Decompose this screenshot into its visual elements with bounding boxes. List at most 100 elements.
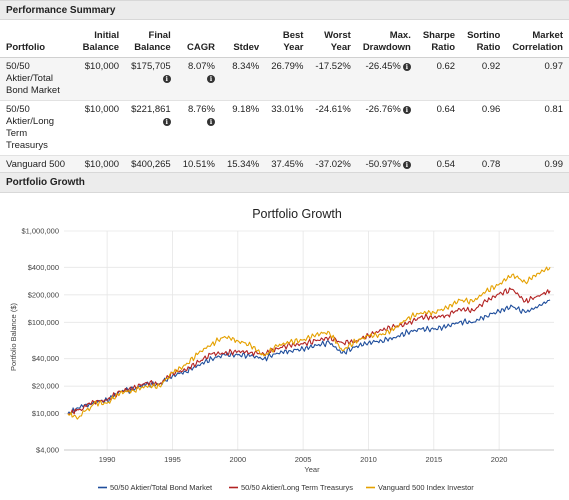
legend-label: 50/50 Aktier/Long Term Treasurys xyxy=(241,483,353,492)
column-header-final[interactable]: Final Balance xyxy=(125,28,177,58)
x-tick-label: 2000 xyxy=(229,455,246,464)
column-header-worst[interactable]: Worst Year xyxy=(309,28,357,58)
cell-value: 0.64 xyxy=(436,104,456,115)
cell-best: 26.79% xyxy=(265,57,310,101)
cell-final: $221,861 i xyxy=(125,100,177,156)
cell-value: 9.18% xyxy=(232,104,260,115)
column-header-portfolio[interactable]: Portfolio xyxy=(0,28,77,58)
cell-initial: $10,000 xyxy=(76,57,126,101)
cell-maxdd: -26.45% i xyxy=(356,57,417,101)
y-tick-label: $200,000 xyxy=(28,290,59,299)
y-tick-label: $40,000 xyxy=(32,354,59,363)
column-header-label: Drawdown xyxy=(362,42,411,53)
cell-value: $10,000 xyxy=(84,61,120,72)
legend-item[interactable]: Vanguard 500 Index Investor xyxy=(366,483,474,492)
info-circle-icon[interactable]: i xyxy=(162,75,171,83)
legend-label: Vanguard 500 Index Investor xyxy=(378,483,474,492)
column-header-sortino[interactable]: Sortino Ratio xyxy=(461,28,507,58)
column-header-label: Market xyxy=(532,30,563,41)
performance-summary-table: Portfolio Initial Balance Final Balance CAGR S… xyxy=(0,28,569,187)
cell-value: 0.99 xyxy=(544,159,564,170)
cell-value: $400,265 xyxy=(131,159,171,170)
table-row: 50/50 Aktier/Long Term Treasurys $10,000 $… xyxy=(0,100,569,156)
cell-value: -24.61% xyxy=(315,104,351,115)
cell-final: $175,705 i xyxy=(125,57,177,101)
column-header-label: Best xyxy=(282,30,304,41)
column-header-best[interactable]: Best Year xyxy=(265,28,310,58)
performance-summary-header: Performance Summary xyxy=(0,0,569,20)
column-header-stdev[interactable]: Stdev xyxy=(220,28,266,58)
column-header-label: Sortino xyxy=(467,30,501,41)
cell-value: -26.45% xyxy=(365,61,401,72)
column-header-corr[interactable]: Market Correlation xyxy=(506,28,569,58)
table-row: 50/50 Aktier/Total Bond Market $10,000 $17… xyxy=(0,57,569,101)
column-header-cagr[interactable]: CAGR xyxy=(176,28,221,58)
y-tick-label: $1,000,000 xyxy=(21,227,59,236)
cell-value: 0.81 xyxy=(544,104,564,115)
portfolio-growth-header: Portfolio Growth xyxy=(0,172,569,193)
cell-value: 8.34% xyxy=(232,61,260,72)
cell-cagr: 8.07% i xyxy=(176,57,221,101)
column-header-label: Ratio xyxy=(431,42,456,53)
cell-worst: -24.61% xyxy=(309,100,357,156)
x-tick-label: 2010 xyxy=(360,455,377,464)
x-axis-label: Year xyxy=(304,465,320,474)
cell-value: -37.02% xyxy=(315,159,351,170)
y-tick-label: $20,000 xyxy=(32,382,59,391)
cell-value: -26.76% xyxy=(365,104,401,115)
column-header-label: Portfolio xyxy=(6,42,46,53)
x-tick-label: 2015 xyxy=(425,455,442,464)
cell-value: 0.97 xyxy=(544,61,564,72)
y-tick-label: $10,000 xyxy=(32,409,59,418)
legend-item[interactable]: 50/50 Aktier/Long Term Treasurys xyxy=(229,483,353,492)
column-header-label: Max. xyxy=(389,30,411,41)
cell-value: $221,861 xyxy=(131,104,171,115)
cell-value: 33.01% xyxy=(271,104,304,115)
cell-value: -50.97% xyxy=(365,159,401,170)
cell-value: -17.52% xyxy=(315,61,351,72)
legend-label: 50/50 Aktier/Total Bond Market xyxy=(110,483,213,492)
cell-portfolio: 50/50 Aktier/Total Bond Market xyxy=(0,57,77,101)
cell-value: 0.78 xyxy=(481,159,501,170)
cell-value: 8.76% xyxy=(188,104,215,115)
x-tick-label: 1990 xyxy=(99,455,116,464)
portfolio-growth-panel-title: Portfolio Growth xyxy=(6,177,85,188)
cell-stdev: 9.18% xyxy=(220,100,266,156)
cell-value: 0.96 xyxy=(481,104,501,115)
cell-value: 0.62 xyxy=(436,61,456,72)
series-line-2 xyxy=(67,287,551,415)
cell-cagr: 8.76% i xyxy=(176,100,221,156)
cell-best: 33.01% xyxy=(265,100,310,156)
info-circle-icon[interactable]: i xyxy=(206,75,215,83)
column-header-label: Ratio xyxy=(476,42,501,53)
cell-value: 37.45% xyxy=(271,159,304,170)
info-circle-icon[interactable]: i xyxy=(402,106,411,114)
column-header-label: Year xyxy=(330,42,351,53)
table-header-row: Portfolio Initial Balance Final Balance CAGR S… xyxy=(0,28,569,58)
cell-value: $10,000 xyxy=(84,104,120,115)
info-circle-icon[interactable]: i xyxy=(162,118,171,126)
column-header-label: Stdev xyxy=(233,42,260,53)
x-tick-label: 2005 xyxy=(295,455,312,464)
legend-item[interactable]: 50/50 Aktier/Total Bond Market xyxy=(98,483,213,492)
column-header-sharpe[interactable]: Sharpe Ratio xyxy=(416,28,462,58)
cell-portfolio: 50/50 Aktier/Long Term Treasurys xyxy=(0,100,77,156)
cell-value: 15.34% xyxy=(226,159,260,170)
y-tick-label: $400,000 xyxy=(28,263,59,272)
info-circle-icon[interactable]: i xyxy=(402,63,411,71)
info-circle-icon[interactable]: i xyxy=(402,161,411,169)
column-header-label: Initial xyxy=(94,30,120,41)
cell-worst: -17.52% xyxy=(309,57,357,101)
cell-value: 0.92 xyxy=(481,61,501,72)
cell-stdev: 8.34% xyxy=(220,57,266,101)
column-header-initial[interactable]: Initial Balance xyxy=(76,28,126,58)
column-header-label: Balance xyxy=(82,42,120,53)
info-circle-icon[interactable]: i xyxy=(206,118,215,126)
cell-value: 26.79% xyxy=(271,61,304,72)
cell-corr: 0.81 xyxy=(506,100,569,156)
cell-value: $10,000 xyxy=(84,159,120,170)
column-header-maxdd[interactable]: Max. Drawdown xyxy=(356,28,417,58)
column-header-label: CAGR xyxy=(186,42,215,53)
chart-title: Portfolio Growth xyxy=(252,207,342,221)
column-header-label: Balance xyxy=(134,42,171,53)
